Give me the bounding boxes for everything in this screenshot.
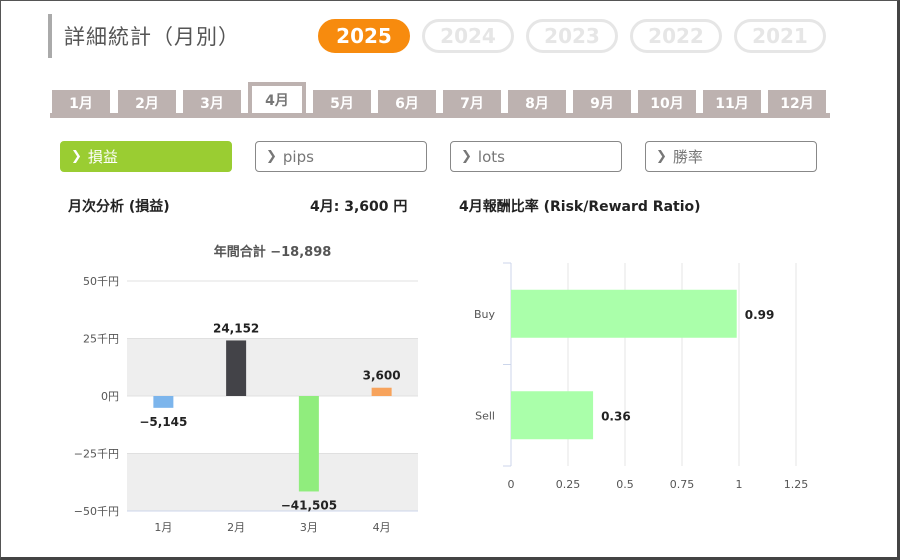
year-button-2025[interactable]: 2025 — [318, 19, 410, 53]
right-panel-title: 4月報酬比率 (Risk/Reward Ratio) — [459, 199, 701, 215]
tab-month-1[interactable]: 1月 — [52, 90, 110, 115]
metric-label: 損益 — [87, 148, 118, 166]
chart-title: 年間合計 −18,898 — [214, 244, 332, 260]
chevron-right-icon: ❯ — [461, 149, 472, 164]
data-label: 0.99 — [745, 308, 775, 322]
page-title-block: 詳細統計（月別） — [48, 14, 240, 58]
left-panel-month-value: 4月: 3,600 円 — [310, 199, 408, 215]
bar-1 — [153, 396, 174, 408]
metric-button-winrate[interactable]: ❯ 勝率 — [645, 141, 817, 172]
metric-label: 勝率 — [672, 148, 703, 166]
bar-sell — [511, 391, 594, 440]
bar-2 — [226, 340, 247, 396]
x-tick-label: 0 — [508, 478, 515, 491]
y-tick-label: 25千円 — [83, 333, 119, 346]
x-tick-label: 0.25 — [556, 478, 581, 491]
year-selector: 2025 2024 2023 2022 2021 — [318, 19, 826, 53]
month-tabs: 1月 2月 3月 4月 5月 6月 7月 8月 9月 10月 11月 12月 — [50, 82, 830, 118]
year-button-2022[interactable]: 2022 — [630, 19, 722, 53]
tab-month-12[interactable]: 12月 — [768, 90, 826, 115]
bar-3 — [298, 396, 319, 492]
data-label: 24,152 — [213, 321, 259, 335]
metric-button-pips[interactable]: ❯ pips — [255, 141, 427, 172]
metric-label: pips — [282, 147, 314, 166]
plot-band — [127, 453, 418, 511]
y-tick-label: −25千円 — [74, 448, 119, 461]
x-tick-label: 0.75 — [670, 478, 695, 491]
tab-month-6[interactable]: 6月 — [378, 90, 436, 115]
tab-month-3[interactable]: 3月 — [183, 90, 241, 115]
y-tick-label: Sell — [475, 409, 495, 422]
chevron-right-icon: ❯ — [656, 149, 667, 164]
x-tick-label: 4月 — [373, 521, 391, 534]
data-label: 0.36 — [601, 409, 631, 423]
tab-month-11[interactable]: 11月 — [703, 90, 761, 115]
year-button-2021[interactable]: 2021 — [734, 19, 826, 53]
chevron-right-icon: ❯ — [71, 149, 82, 164]
metric-label: lots — [477, 147, 505, 166]
x-tick-label: 1月 — [154, 521, 172, 534]
tab-month-5[interactable]: 5月 — [313, 90, 371, 115]
y-tick-label: Buy — [474, 308, 496, 321]
left-panel-title: 月次分析 (損益) — [68, 199, 170, 215]
data-label: −41,505 — [281, 498, 337, 512]
tab-month-2[interactable]: 2月 — [118, 90, 176, 115]
tab-month-10[interactable]: 10月 — [638, 90, 696, 115]
tab-month-7[interactable]: 7月 — [443, 90, 501, 115]
month-tabs-baseline — [50, 113, 830, 118]
x-tick-label: 2月 — [227, 521, 245, 534]
x-tick-label: 3月 — [300, 521, 318, 534]
year-button-2024[interactable]: 2024 — [422, 19, 514, 53]
tab-month-8[interactable]: 8月 — [508, 90, 566, 115]
tab-month-9[interactable]: 9月 — [573, 90, 631, 115]
x-tick-label: 1.25 — [784, 478, 809, 491]
data-label: 3,600 — [363, 369, 401, 383]
year-button-2023[interactable]: 2023 — [526, 19, 618, 53]
x-tick-label: 1 — [736, 478, 743, 491]
tab-month-4[interactable]: 4月 — [248, 82, 306, 113]
x-tick-label: 0.5 — [616, 478, 634, 491]
page-title: 詳細統計（月別） — [64, 25, 240, 49]
chevron-right-icon: ❯ — [266, 149, 277, 164]
y-tick-label: 50千円 — [83, 275, 119, 288]
data-label: −5,145 — [139, 415, 187, 429]
bar-4 — [371, 387, 392, 396]
metric-button-lots[interactable]: ❯ lots — [450, 141, 622, 172]
metric-button-pnl[interactable]: ❯ 損益 — [60, 141, 232, 172]
y-tick-label: 0円 — [101, 390, 119, 403]
bar-buy — [511, 289, 737, 338]
y-tick-label: −50千円 — [74, 505, 119, 518]
plot-band — [127, 338, 418, 396]
